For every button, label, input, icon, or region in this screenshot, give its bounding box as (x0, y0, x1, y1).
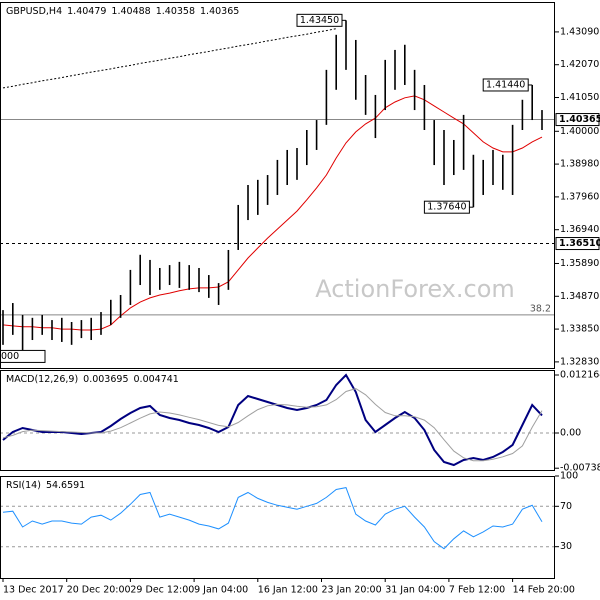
annotation-label: 1.37640 (427, 202, 466, 213)
x-tick-label: 16 Jan 12:00 (258, 585, 318, 596)
indicator-value: 1.40358 (156, 6, 195, 17)
y-tick-label: 1.32830 (560, 356, 599, 367)
indicator-name: GBPUSD,H4 (6, 6, 62, 17)
indicator-line (2, 95, 543, 331)
y-tick-label: 100 (560, 471, 578, 482)
annotation-label: 1.41440 (486, 79, 525, 90)
x-tick-label: 31 Jan 04:00 (385, 585, 445, 596)
level-label-box (555, 237, 600, 251)
indicator-name: RSI(14) (6, 480, 41, 491)
annotation-label: 000 (1, 351, 19, 362)
y-tick-label: 30 (560, 541, 572, 552)
annotation-box (0, 349, 46, 363)
indicator-value: 0.003695 (83, 374, 128, 385)
y-tick-label: 1.33850 (560, 324, 599, 335)
y-tick-label: 1.43090 (560, 26, 599, 37)
x-tick-label: 20 Dec 20:00 (67, 585, 131, 596)
indicator-value: 54.6591 (46, 480, 85, 491)
y-tick-label: 1.36940 (560, 224, 599, 235)
y-tick-label: 1.41050 (560, 92, 599, 103)
y-tick-label: 1.38980 (560, 159, 599, 170)
panel-frame (0, 476, 555, 579)
y-tick-label: 0.00 (560, 427, 581, 438)
indicator-line (2, 28, 337, 89)
y-tick-label: -0.007384 (560, 463, 600, 474)
annotation-box (482, 78, 529, 92)
indicator-line (2, 388, 543, 462)
panel-frame (0, 370, 555, 471)
level-label: 1.40365 (559, 114, 600, 125)
y-tick-label: 1.37960 (560, 191, 599, 202)
y-tick-label: 1.34870 (560, 291, 599, 302)
x-tick-label: 23 Jan 20:00 (322, 585, 382, 596)
indicator-value: 1.40488 (111, 6, 150, 17)
x-tick-label: 9 Jan 04:00 (194, 585, 248, 596)
indicator-name: MACD(12,26,9) (6, 374, 78, 385)
level-label: 1.36510 (559, 238, 600, 249)
y-tick-label: 1.42070 (560, 59, 599, 70)
y-tick-label: 0.012164 (560, 369, 600, 380)
x-tick-label: 29 Dec 12:00 (130, 585, 194, 596)
indicator-value: 1.40365 (200, 6, 239, 17)
x-tick-label: 14 Feb 20:00 (513, 585, 575, 596)
watermark: ActionForex.com (315, 275, 515, 303)
indicator-value: 0.004741 (134, 374, 179, 385)
panel-frame (0, 2, 555, 369)
y-tick-label: 1.40000 (560, 126, 599, 137)
annotation-label: 1.43450 (300, 15, 339, 26)
y-tick-label: 1.35890 (560, 258, 599, 269)
level-label-box (555, 113, 600, 127)
annotation-box (296, 13, 343, 27)
indicator-line (2, 487, 543, 550)
panel-title: GBPUSD,H4 1.40479 1.40488 1.40358 1.40365 (6, 6, 239, 17)
panel-title: MACD(12,26,9) 0.003695 0.004741 (6, 374, 179, 385)
y-tick-label: 70 (560, 501, 572, 512)
x-tick-label: 7 Feb 12:00 (449, 585, 505, 596)
x-tick-label: 13 Dec 2017 (3, 585, 64, 596)
indicator-value: 1.40479 (67, 6, 106, 17)
level-label: 38.2 (530, 303, 551, 314)
annotation-box (423, 200, 470, 214)
indicator-line (2, 373, 543, 467)
panel-title: RSI(14) 54.6591 (6, 480, 85, 491)
